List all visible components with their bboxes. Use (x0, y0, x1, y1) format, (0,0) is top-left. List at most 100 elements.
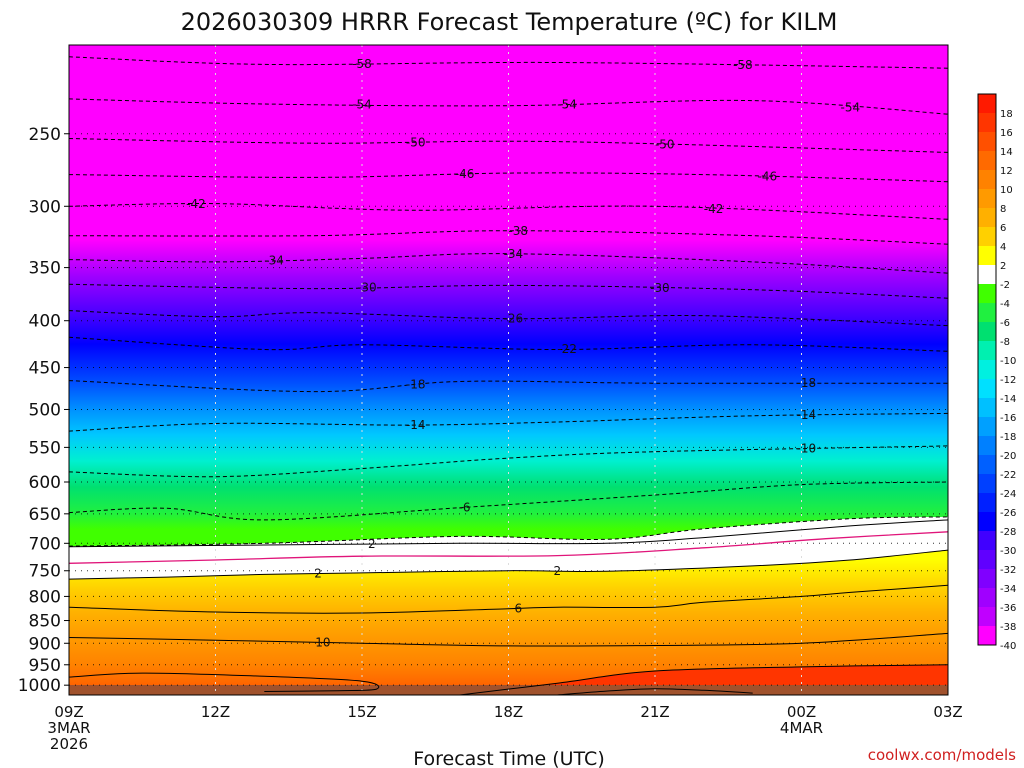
contour-line (69, 412, 948, 432)
colorbar-label: -26 (1000, 508, 1016, 519)
contour-line (69, 98, 948, 115)
colorbar-label: -18 (1000, 432, 1016, 443)
y-tick-label: 500 (29, 400, 61, 420)
contour-label: 2 (554, 564, 562, 578)
contour-line (459, 664, 948, 695)
colorbar-label: 12 (1000, 166, 1013, 177)
colorbar-label: -16 (1000, 413, 1016, 424)
colorbar-label: -36 (1000, 603, 1016, 614)
colorbar-label: -32 (1000, 565, 1016, 576)
contour-line (69, 481, 948, 521)
contour-line (69, 336, 948, 352)
y-tick-label: 900 (29, 634, 61, 654)
contour-label: 2 (314, 567, 322, 581)
chart-title: 2026030309 HRRR Forecast Temperature (ºC… (181, 8, 838, 36)
y-tick-label: 400 (29, 312, 61, 332)
x-tick-label: 21Z (640, 703, 669, 721)
x-tick-label: 00Z (787, 703, 816, 721)
colorbar-swatch (978, 246, 996, 266)
contour-line (69, 632, 948, 647)
contour-line (69, 584, 948, 614)
warm-field (69, 550, 948, 695)
colorbar-swatch (978, 626, 996, 646)
colorbar-label: 8 (1000, 204, 1006, 215)
x-tick-label: 12Z (201, 703, 230, 721)
colorbar-swatch (978, 588, 996, 608)
colorbar-label: -10 (1000, 356, 1016, 367)
x-axis-label: Forecast Time (UTC) (413, 748, 604, 768)
contour-line (69, 380, 948, 393)
contour-line (69, 203, 948, 220)
colorbar-swatch (978, 189, 996, 209)
contour-label: -34 (504, 247, 524, 261)
colorbar-label: -24 (1000, 489, 1016, 500)
colorbar-swatch (978, 341, 996, 361)
colorbar-swatch (978, 474, 996, 494)
colorbar: 18 16 14 12 10 8 6 4 2 -2 -4 -6 -8 -10 -12 -14 -16 -18 -20… (977, 93, 1016, 652)
contour-line (69, 445, 948, 478)
y-tick-label: 450 (29, 359, 61, 379)
colorbar-swatch (978, 132, 996, 152)
colorbar-swatch (978, 303, 996, 323)
x-tick-label: 15Z (347, 703, 376, 721)
contour-line (69, 549, 948, 580)
colorbar-label: -8 (1000, 337, 1010, 348)
y-tick-label: 550 (29, 438, 61, 458)
contour-label: -50 (406, 136, 426, 150)
colorbar-swatch (978, 379, 996, 399)
colorbar-label: -12 (1000, 375, 1016, 386)
contour-label: -14 (406, 418, 426, 432)
contour-line (69, 253, 948, 274)
colorbar-label: -22 (1000, 470, 1016, 481)
contour-label: -54 (352, 98, 372, 112)
contour-label: 10 (315, 635, 330, 649)
pressure-axis: 2503003504004505005506006507007508008509… (18, 125, 69, 696)
colorbar-label: 18 (1000, 109, 1013, 120)
plot-frame (68, 44, 949, 696)
colorbar-swatch (978, 531, 996, 551)
colorbar-swatch (978, 360, 996, 380)
colorbar-swatch (978, 265, 996, 285)
colorbar-label: 4 (1000, 242, 1006, 253)
colorbar-swatch (978, 208, 996, 228)
y-tick-label: 950 (29, 656, 61, 676)
colorbar-swatch (978, 227, 996, 247)
y-tick-label: 750 (29, 562, 61, 582)
plot-area: -58 -58 -54 -54 -54 -50 -50 -46 -46 -42 -42 -38 -34 -… (69, 45, 948, 695)
y-tick-label: 1000 (18, 676, 61, 696)
contour-line (69, 310, 948, 327)
colorbar-swatch (978, 151, 996, 171)
colorbar-label: -14 (1000, 394, 1016, 405)
colorbar-label: -4 (1000, 299, 1010, 310)
contour-label: -6 (459, 500, 471, 514)
colorbar-label: -30 (1000, 546, 1016, 557)
contour-line (69, 519, 948, 548)
y-tick-label: 250 (29, 125, 61, 145)
contour-label: -18 (797, 376, 817, 390)
contour-label: -54 (557, 98, 577, 112)
credit-link[interactable]: coolwx.com/models (868, 746, 1016, 764)
colorbar-label: 2 (1000, 261, 1006, 272)
contour-label: -22 (557, 342, 577, 356)
y-tick-label: 350 (29, 259, 61, 279)
colorbar-label: -34 (1000, 584, 1016, 595)
colorbar-swatch (978, 455, 996, 475)
y-tick-label: 600 (29, 473, 61, 493)
colorbar-label: -6 (1000, 318, 1010, 329)
colorbar-label: 10 (1000, 185, 1013, 196)
colorbar-label: 16 (1000, 128, 1013, 139)
colorbar-label: 6 (1000, 223, 1006, 234)
contour-label: -30 (650, 281, 670, 295)
colorbar-swatch (978, 284, 996, 304)
colorbar-swatch (978, 436, 996, 456)
contour-label: -50 (655, 138, 675, 152)
contour-label: -14 (797, 408, 817, 422)
contour-line (557, 688, 753, 695)
y-tick-label: 700 (29, 534, 61, 554)
colorbar-swatch (978, 94, 996, 114)
contour-label: -34 (264, 253, 284, 267)
y-tick-label: 650 (29, 505, 61, 525)
colorbar-label: -28 (1000, 527, 1016, 538)
